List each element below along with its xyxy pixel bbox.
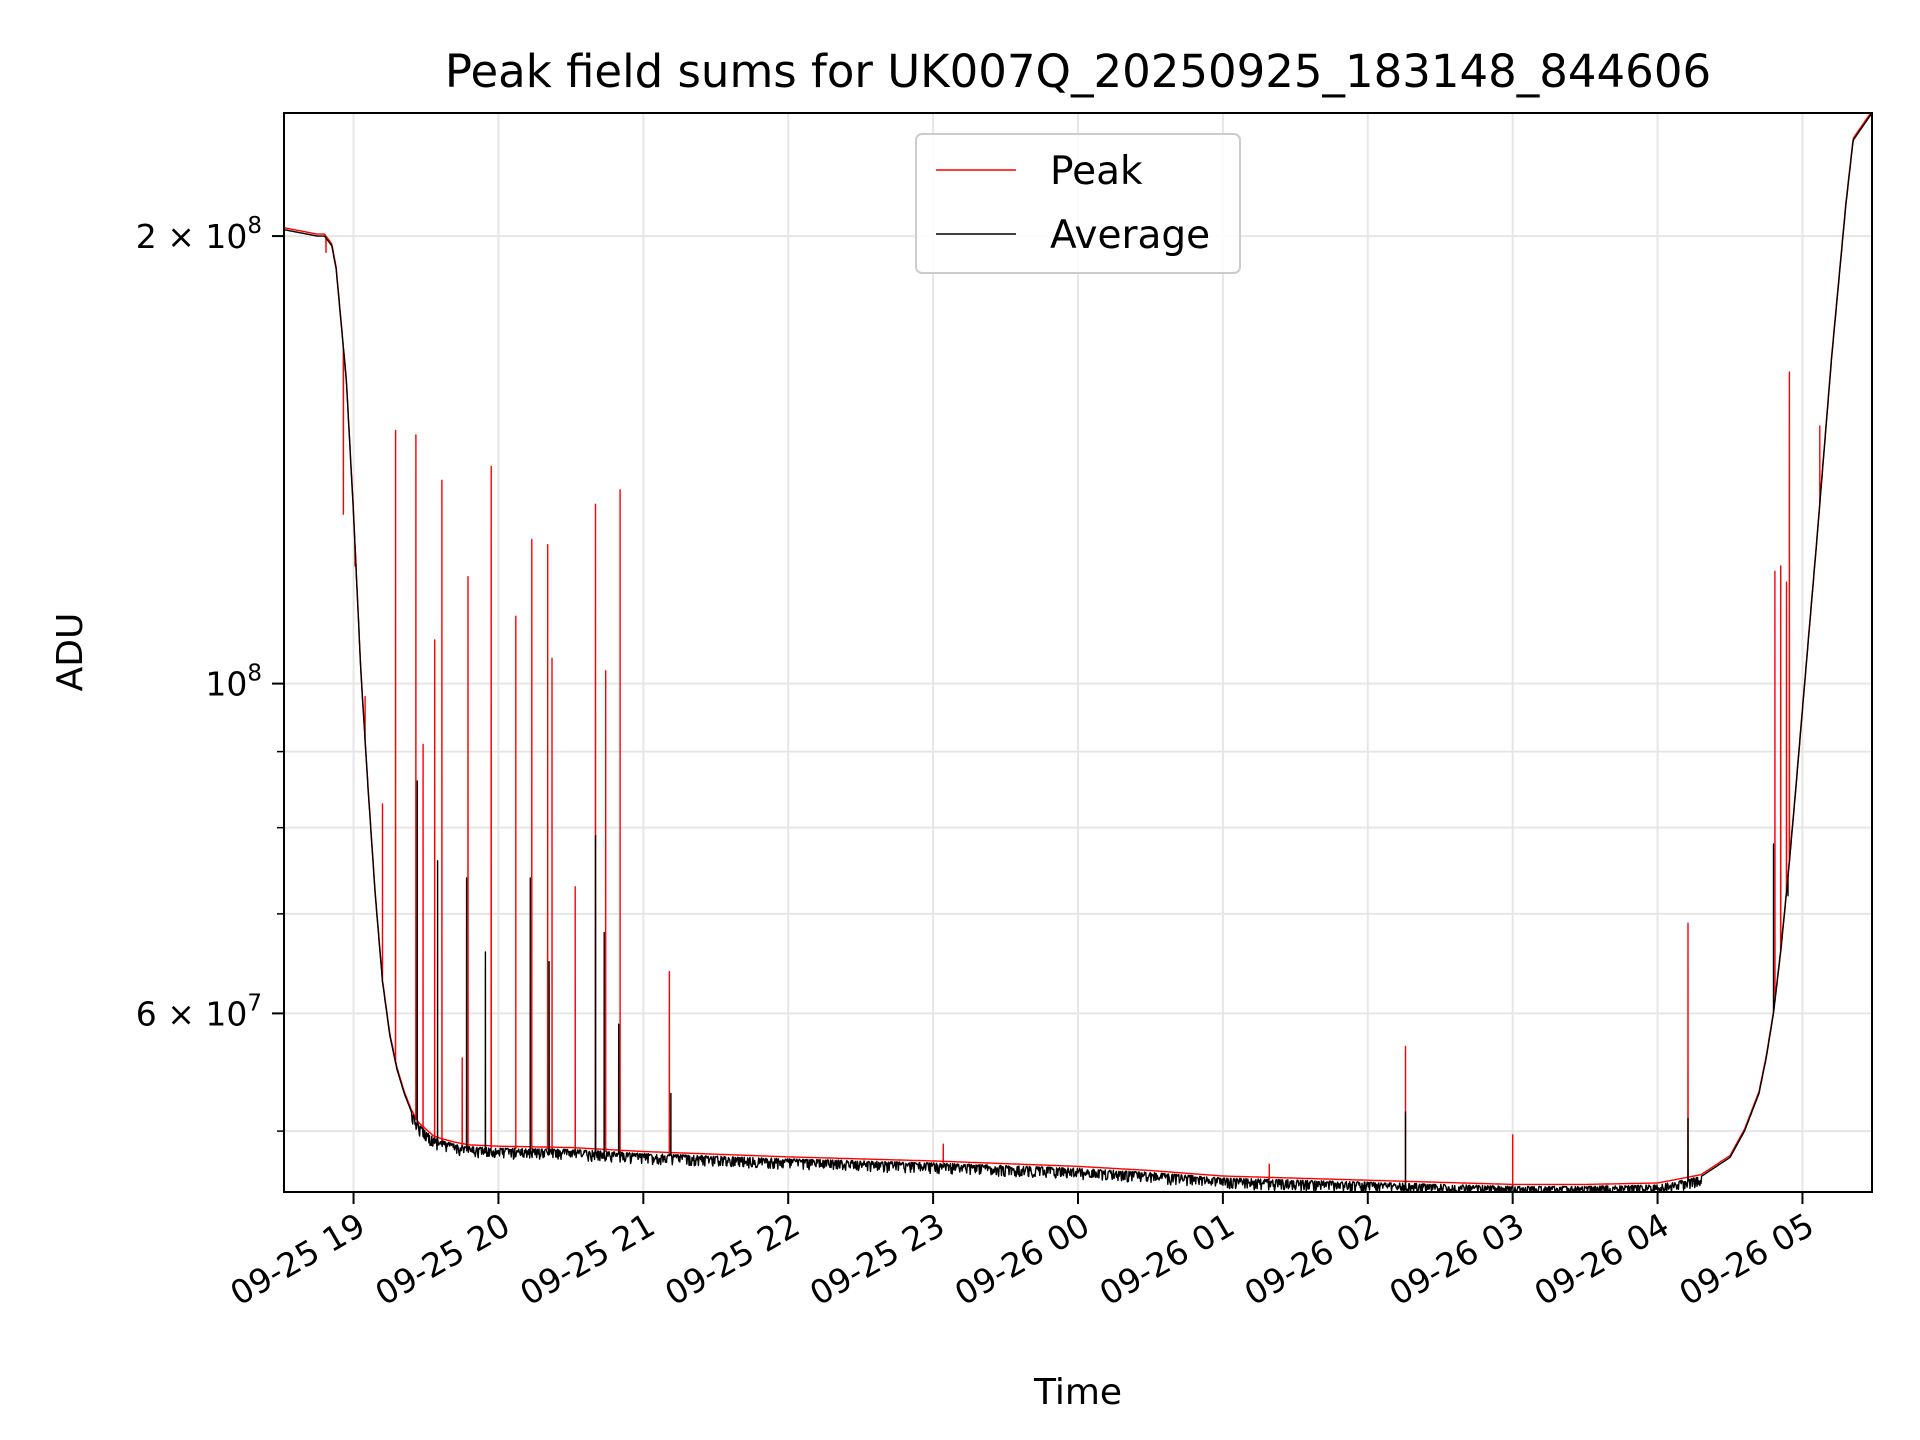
y-tick-label: 6 × 107 bbox=[136, 990, 262, 1033]
legend-peak-label: Peak bbox=[1050, 149, 1143, 194]
x-axis-label: Time bbox=[1033, 1372, 1122, 1413]
chart-title: Peak field sums for UK007Q_20250925_1831… bbox=[445, 45, 1711, 98]
legend-box bbox=[915, 133, 1241, 274]
peak-series-line bbox=[284, 113, 1872, 1187]
y-tick-label: 2 × 108 bbox=[136, 213, 262, 256]
y-tick-label: 108 bbox=[205, 661, 262, 704]
grid bbox=[284, 113, 1872, 1192]
y-axis-label: ADU bbox=[50, 613, 91, 692]
legend-average-label: Average bbox=[1050, 213, 1210, 258]
legend: Peak Average bbox=[915, 133, 1241, 274]
